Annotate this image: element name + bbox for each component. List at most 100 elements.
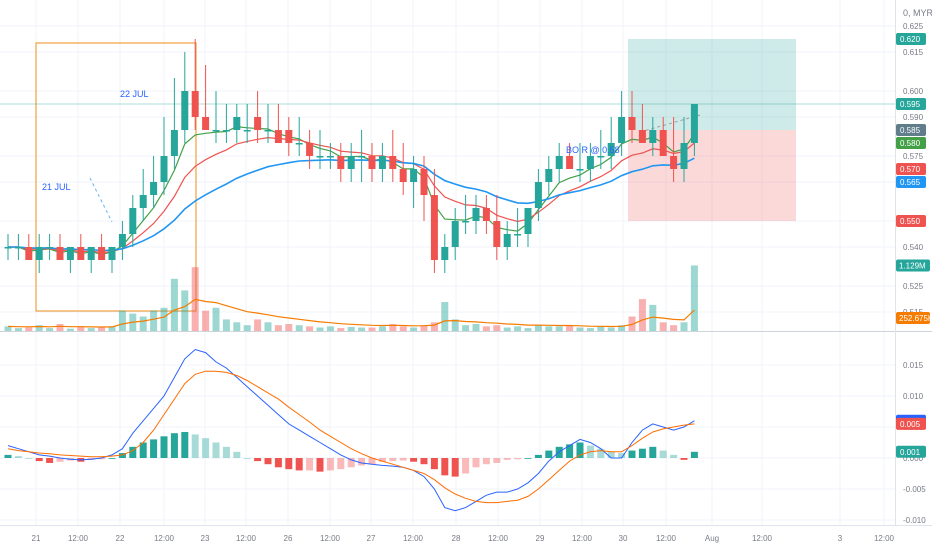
price-value-labels: 0.620 0.595 0.585 0.580 0.570 0.565 0.550 1.129…: [896, 33, 932, 458]
time-axis[interactable]: 21 12:00 22 12:00 23 12:00 26 12:00 27 12:00 28 12:…: [32, 534, 895, 543]
volume-bar: [586, 328, 594, 331]
macd-histogram-bar: [326, 458, 334, 471]
volume-tag-bg: [896, 312, 930, 325]
candle-body: [368, 156, 376, 169]
time-tick-label: 23: [201, 534, 210, 543]
macd-histogram-bar: [690, 451, 698, 458]
macd-histogram-bar: [607, 451, 615, 458]
macd-histogram-bar: [191, 434, 199, 458]
macd-histogram-bar: [170, 433, 178, 458]
macd-histogram-bar: [129, 446, 137, 458]
price-tick-label: 0.600: [903, 87, 924, 96]
candle: [46, 234, 54, 260]
macd-tick-label: 0.015: [903, 361, 924, 370]
candle-body: [399, 169, 407, 182]
volume-bar: [389, 324, 397, 331]
candle: [555, 143, 563, 182]
candle: [274, 104, 282, 143]
candle-body: [358, 156, 366, 158]
macd-histogram-bar: [534, 454, 542, 458]
candle-body: [181, 91, 189, 130]
candle: [25, 234, 33, 260]
macd-histogram-bar: [118, 453, 126, 458]
candle: [264, 104, 272, 143]
time-tick-label: 12:00: [874, 534, 895, 543]
annotation-21jul[interactable]: 21 JUL: [42, 182, 71, 192]
candle-body: [160, 156, 168, 182]
annotation-22jul[interactable]: 22 JUL: [120, 89, 149, 99]
candle-body: [524, 208, 532, 234]
candle: [295, 117, 303, 156]
candle-body: [108, 247, 116, 260]
volume-bar: [472, 324, 480, 331]
macd-histogram-bar: [337, 458, 345, 470]
candle-body: [649, 130, 657, 143]
candle: [222, 104, 230, 143]
candle: [77, 234, 85, 260]
macd-histogram-bar: [680, 458, 688, 460]
volume-bar: [46, 328, 54, 331]
macd-histogram-bar: [514, 458, 522, 460]
macd-histogram-bar: [420, 458, 428, 465]
macd-histogram-bar: [150, 439, 158, 458]
volume-bar: [555, 326, 563, 331]
candle: [35, 234, 43, 273]
volume-bar: [576, 327, 584, 331]
candle-body: [285, 130, 293, 143]
volume-bar: [638, 299, 646, 331]
candle: [545, 156, 553, 195]
price-tag-text: 0.585: [900, 126, 921, 135]
macd-line: [7, 348, 695, 512]
time-tick-label: 21: [32, 534, 41, 543]
macd-histogram-bar: [524, 458, 532, 459]
macd-histogram-bar: [462, 458, 470, 474]
macd-histogram-bar: [368, 458, 376, 465]
candle-body: [482, 208, 490, 221]
candle-body: [493, 221, 501, 247]
macd-histogram-bar: [316, 458, 324, 472]
price-tick-label: 0.540: [903, 243, 924, 252]
macd-histogram-bar: [222, 446, 230, 458]
currency-label: 0, MYR: [903, 8, 932, 18]
candle-body: [254, 117, 262, 130]
candle: [670, 117, 678, 182]
volume-bar: [274, 325, 282, 331]
volume-bar: [597, 326, 605, 331]
macd-histogram-bar: [389, 458, 397, 462]
candle: [129, 195, 137, 247]
candle-body: [306, 143, 314, 156]
price-tag-text: 0.620: [900, 35, 921, 44]
candle: [98, 234, 106, 260]
volume-bar: [56, 324, 64, 331]
candle-body: [430, 195, 438, 260]
volume-bar: [170, 278, 178, 331]
time-tick-label: Aug: [705, 534, 719, 543]
time-tick-label: 12:00: [403, 534, 424, 543]
price-tag-bg: [896, 98, 926, 110]
candle-body: [597, 156, 605, 158]
candle-body: [451, 221, 459, 247]
projection-line: [639, 114, 701, 133]
candle-body: [420, 169, 428, 195]
candle: [399, 143, 407, 195]
candle: [472, 195, 480, 234]
candle-body: [389, 156, 397, 169]
annotation-breakout[interactable]: BO R @ 0.58: [566, 145, 620, 155]
volume-bar: [514, 326, 522, 331]
candle-body: [77, 247, 85, 260]
macd-histogram-bar: [493, 458, 501, 463]
candle: [441, 234, 449, 273]
volume-bar: [358, 327, 366, 331]
macd-histogram-bar: [14, 456, 22, 458]
candle: [14, 234, 22, 260]
macd-histogram-bar: [628, 450, 636, 458]
volume-bar: [118, 310, 126, 331]
price-tag: 0.565: [896, 176, 926, 188]
price-tick-label: 0.525: [903, 282, 924, 291]
candle-body: [690, 104, 698, 143]
volume-bar: [368, 327, 376, 331]
candle: [285, 117, 293, 156]
candle-body: [87, 247, 95, 260]
candle: [306, 130, 314, 169]
